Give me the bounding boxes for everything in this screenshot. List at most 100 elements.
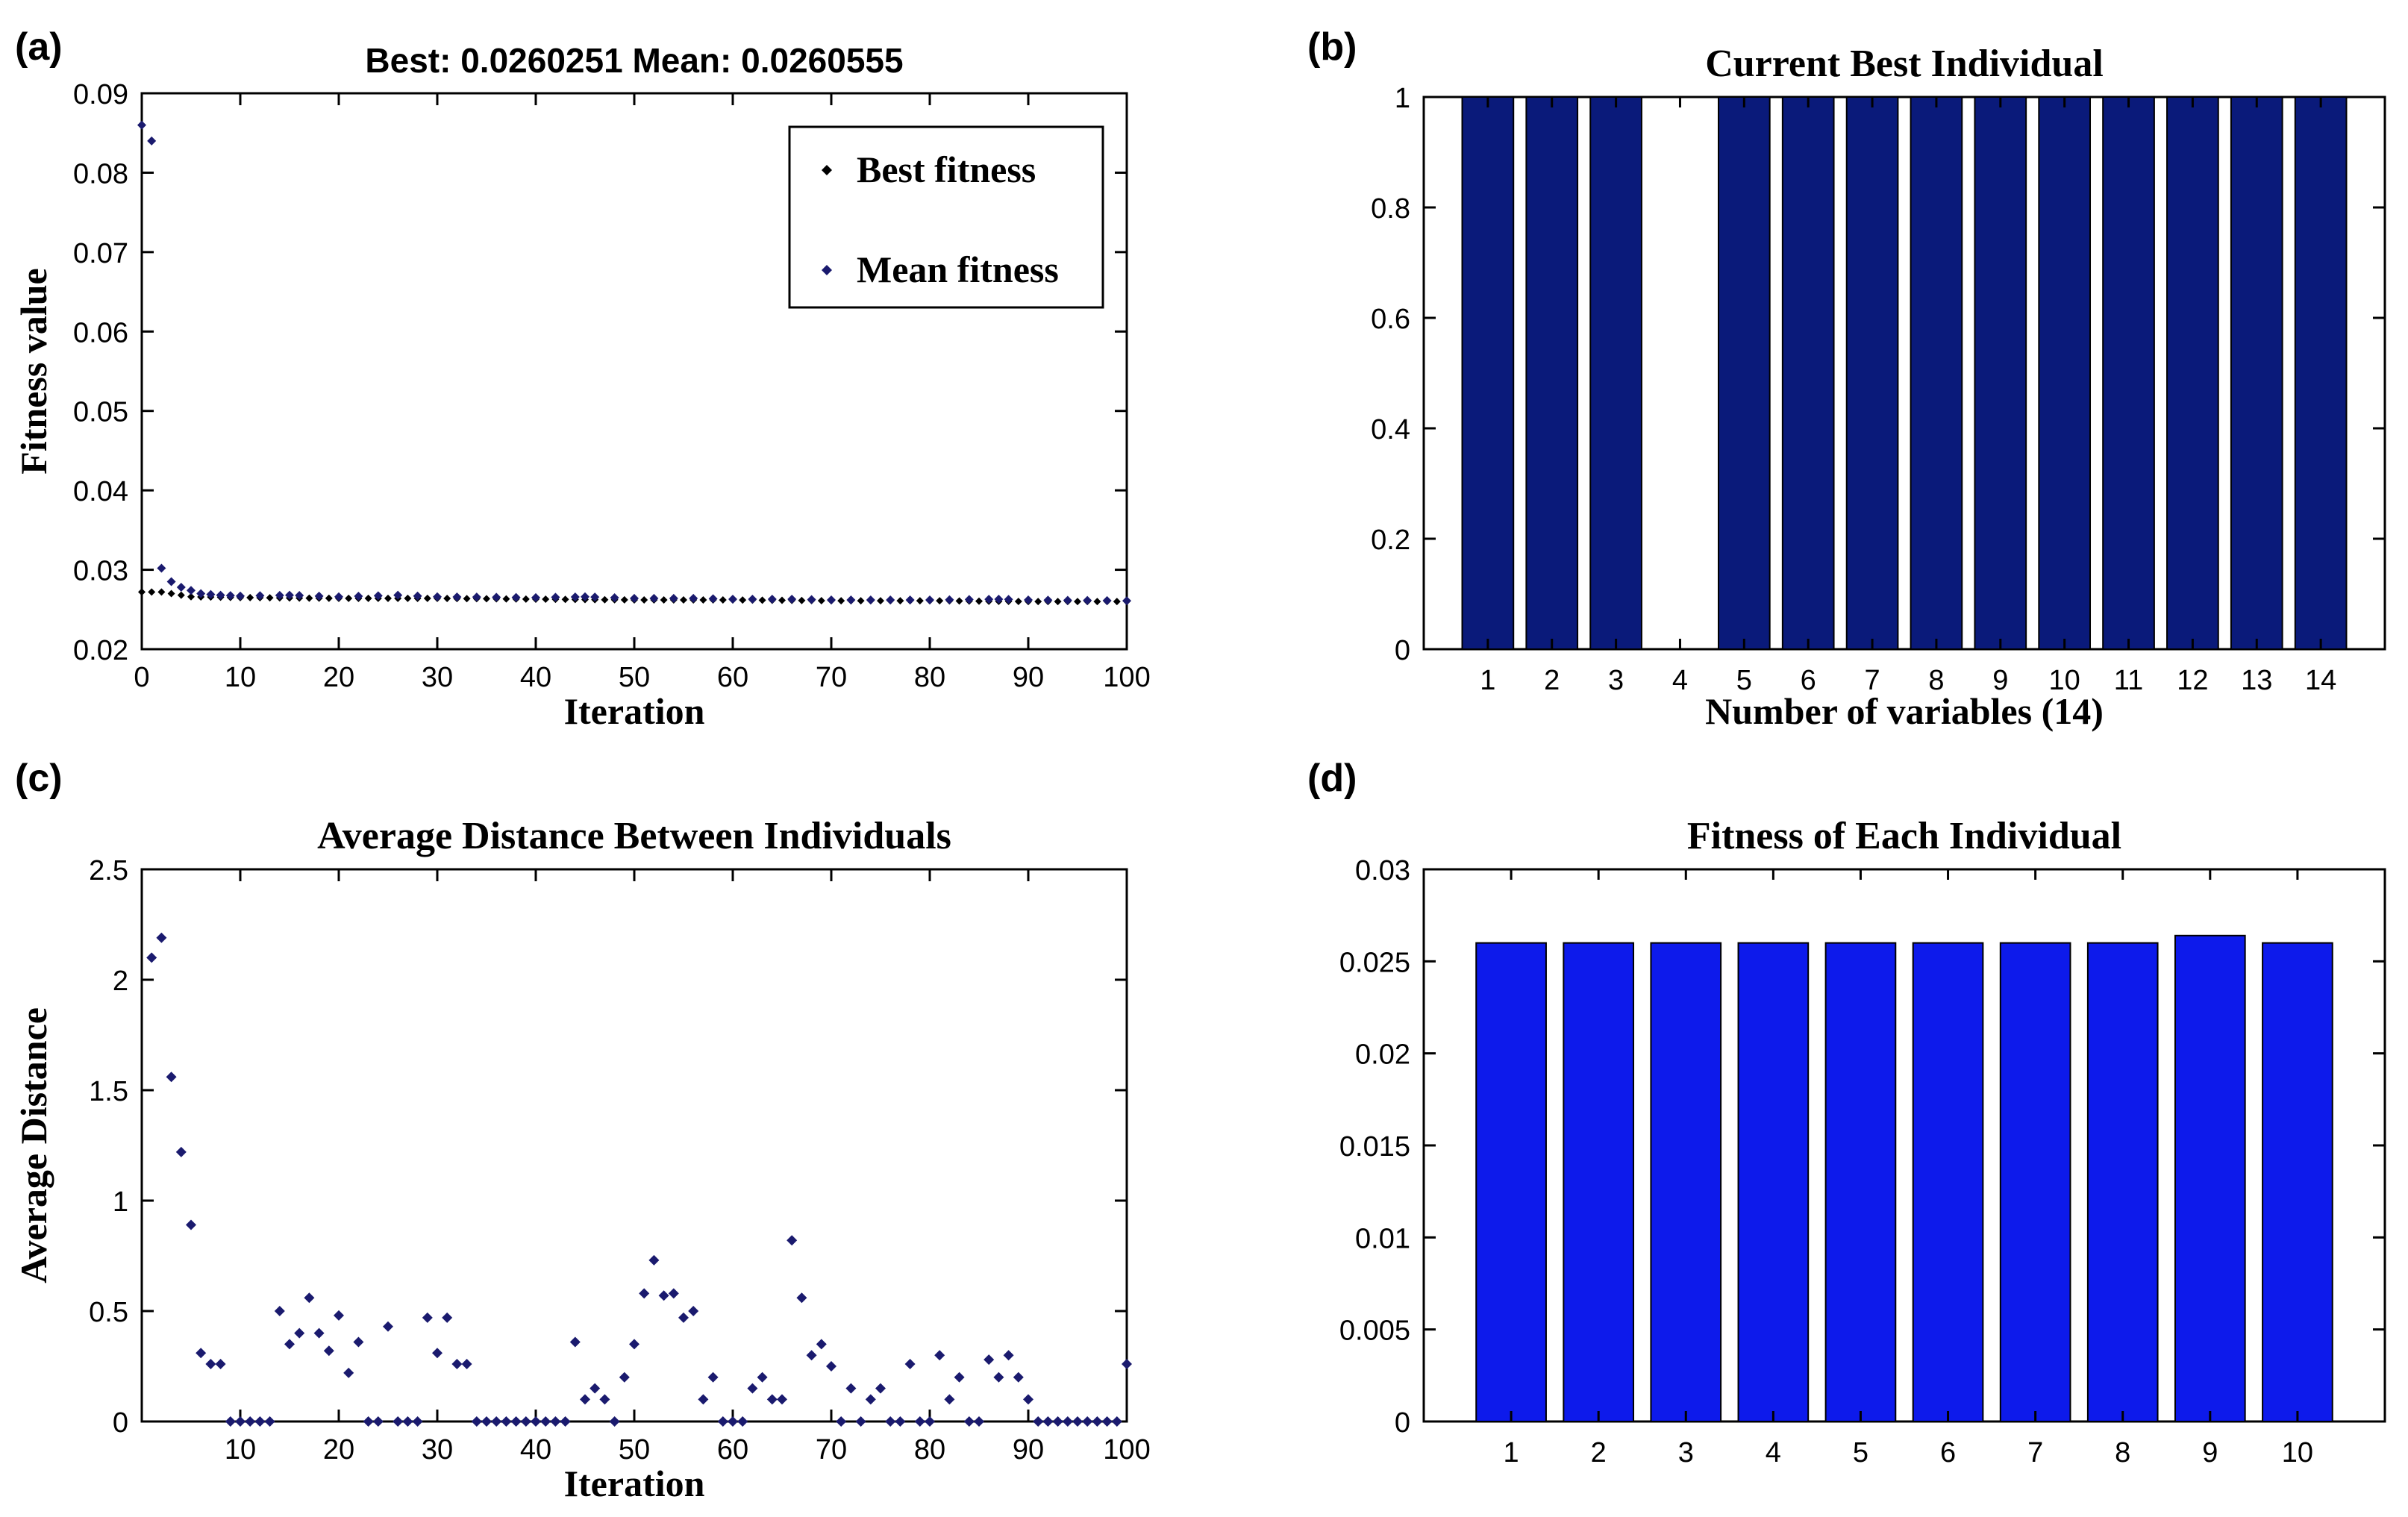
distance-point bbox=[304, 1292, 315, 1304]
x-tick-label: 7 bbox=[2027, 1437, 2043, 1468]
x-tick-label: 3 bbox=[1608, 665, 1624, 696]
distance-point bbox=[1082, 1416, 1093, 1427]
mean-fitness-point bbox=[925, 595, 934, 605]
x-tick-label: 60 bbox=[717, 1434, 748, 1466]
distance-point bbox=[491, 1416, 502, 1427]
x-tick-label: 12 bbox=[2177, 665, 2208, 696]
distance-point bbox=[1033, 1416, 1044, 1427]
x-tick-label: 60 bbox=[717, 662, 748, 693]
distance-point bbox=[728, 1416, 738, 1427]
mean-fitness-point bbox=[994, 594, 1004, 604]
mean-fitness-point bbox=[1004, 595, 1013, 604]
best-fitness-point bbox=[305, 594, 313, 602]
best-fitness-point bbox=[1034, 598, 1042, 606]
best-fitness-point bbox=[719, 596, 727, 604]
y-tick-label: 0.02 bbox=[1355, 1039, 1410, 1071]
distance-point bbox=[875, 1383, 886, 1394]
best-fitness-point bbox=[778, 596, 786, 604]
mean-fitness-point bbox=[216, 590, 225, 600]
y-tick-label: 2 bbox=[113, 966, 128, 997]
distance-point bbox=[580, 1394, 590, 1405]
mean-fitness-point bbox=[354, 592, 363, 601]
best-fitness-point bbox=[463, 595, 471, 603]
mean-fitness-point bbox=[630, 593, 639, 603]
distance-point bbox=[678, 1312, 689, 1323]
y-tick-label: 0 bbox=[1395, 1407, 1410, 1439]
distance-point bbox=[156, 932, 167, 943]
mean-fitness-point bbox=[787, 594, 797, 604]
distance-point bbox=[353, 1336, 364, 1348]
y-tick-label: 0.06 bbox=[73, 317, 128, 348]
distance-point bbox=[885, 1416, 896, 1427]
best-fitness-point bbox=[483, 595, 490, 603]
distance-point bbox=[175, 1146, 187, 1157]
mean-fitness-point bbox=[886, 595, 895, 605]
best-fitness-point bbox=[916, 597, 924, 605]
mean-fitness-point bbox=[649, 593, 659, 603]
x-tick-label: 10 bbox=[225, 1434, 256, 1466]
bar bbox=[1717, 96, 1771, 650]
x-tick-label: 10 bbox=[225, 662, 256, 693]
x-tick-label: 20 bbox=[323, 662, 354, 693]
y-tick-label: 0 bbox=[113, 1407, 128, 1439]
distance-point bbox=[372, 1416, 384, 1427]
mean-fitness-point bbox=[1102, 595, 1112, 605]
x-tick-label: 4 bbox=[1672, 665, 1688, 696]
best-fitness-point bbox=[739, 596, 747, 604]
legend: Best fitness Mean fitness bbox=[788, 125, 1104, 309]
bar bbox=[1650, 942, 1722, 1422]
distance-point bbox=[225, 1416, 236, 1427]
y-tick-label: 0.01 bbox=[1355, 1223, 1410, 1254]
bar bbox=[1912, 942, 1984, 1422]
mean-fitness-point bbox=[807, 595, 816, 604]
distance-point bbox=[836, 1416, 847, 1427]
x-tick-label: 100 bbox=[1103, 1434, 1150, 1466]
distance-point bbox=[1062, 1416, 1073, 1427]
x-tick-label: 10 bbox=[2282, 1437, 2313, 1468]
panel-a: (a) Best: 0.0260251 Mean: 0.0260555 0.02 0.… bbox=[13, 25, 1151, 732]
distance-point bbox=[1052, 1416, 1063, 1427]
panel-label: (a) bbox=[15, 25, 63, 69]
distance-point bbox=[1101, 1416, 1113, 1427]
distance-point bbox=[648, 1254, 660, 1266]
y-tick-label: 0.6 bbox=[1371, 304, 1410, 335]
best-fitness-point bbox=[404, 594, 412, 602]
distance-point bbox=[668, 1288, 679, 1299]
x-tick-label: 8 bbox=[1928, 665, 1944, 696]
bar bbox=[1824, 942, 1897, 1422]
mean-fitness-point bbox=[1063, 595, 1072, 605]
panel-b: (b) Current Best Individual 0 0.2 0.4 0.6 0.8 1… bbox=[1307, 25, 2386, 732]
distance-point bbox=[560, 1416, 571, 1427]
y-tick-label: 0.04 bbox=[73, 476, 128, 507]
y-tick-label: 0.09 bbox=[73, 79, 128, 110]
x-tick-label: 8 bbox=[2115, 1437, 2130, 1468]
legend-marker-mean bbox=[822, 265, 832, 275]
legend-label-mean: Mean fitness bbox=[857, 248, 1059, 290]
x-tick-label: 5 bbox=[1853, 1437, 1868, 1468]
x-tick-label: 9 bbox=[2202, 1437, 2218, 1468]
distance-point bbox=[1023, 1394, 1033, 1405]
distance-point bbox=[629, 1339, 639, 1350]
distance-point bbox=[432, 1348, 442, 1359]
y-tick-label: 0.025 bbox=[1339, 947, 1410, 978]
bar bbox=[2294, 96, 2348, 650]
mean-fitness-point bbox=[295, 591, 304, 601]
y-tick-label: 0.08 bbox=[73, 158, 128, 190]
y-tick-label: 0.015 bbox=[1339, 1131, 1410, 1163]
distance-point bbox=[974, 1416, 984, 1427]
x-tick-label: 40 bbox=[520, 1434, 551, 1466]
distance-point bbox=[934, 1350, 945, 1361]
best-fitness-point bbox=[896, 597, 904, 605]
mean-fitness-point bbox=[157, 563, 166, 573]
distance-point bbox=[914, 1416, 925, 1427]
distance-point bbox=[698, 1394, 709, 1405]
best-fitness-point bbox=[857, 597, 865, 605]
distance-point bbox=[393, 1416, 404, 1427]
x-tick-label: 70 bbox=[816, 1434, 847, 1466]
x-tick-label: 9 bbox=[1992, 665, 2008, 696]
x-tick-label: 20 bbox=[323, 1434, 354, 1466]
best-fitness-point bbox=[167, 589, 175, 598]
bar bbox=[2230, 96, 2283, 650]
distance-point bbox=[1013, 1371, 1024, 1383]
x-tick-label: 50 bbox=[619, 662, 650, 693]
